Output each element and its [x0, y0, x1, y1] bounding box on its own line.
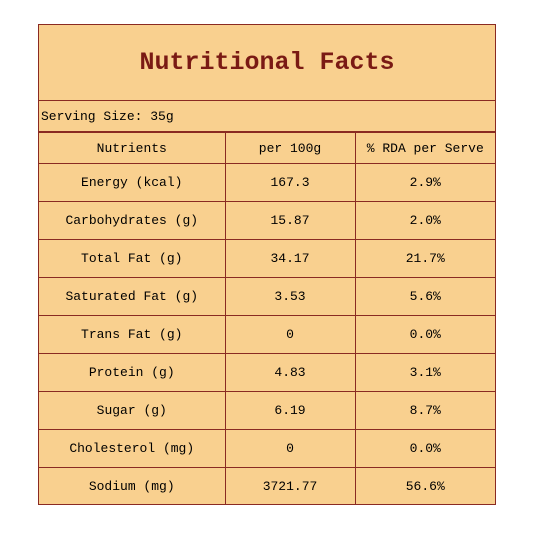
- data-row: Sugar (g) 6.19 8.7%: [39, 391, 495, 430]
- cell: 21.7%: [354, 239, 495, 278]
- cell: Cholesterol (mg): [39, 429, 226, 468]
- header-row: Nutrients per 100g% RDA per Serve: [39, 132, 495, 164]
- cell: 0.0%: [354, 315, 495, 354]
- data-row: Cholesterol (mg) 0 0.0%: [39, 429, 495, 468]
- cell: 3721.77: [224, 467, 356, 505]
- cell: Sodium (mg): [39, 467, 226, 505]
- data-row: Carbohydrates (g) 15.87 2.0%: [39, 201, 495, 240]
- cell: 2.9%: [354, 163, 495, 202]
- cell: 3.53: [224, 277, 356, 316]
- data-row: Energy (kcal) 167.3 2.9%: [39, 163, 495, 202]
- cell: 0: [224, 315, 356, 354]
- cell: % RDA per Serve: [354, 132, 495, 164]
- cell: 34.17: [224, 239, 356, 278]
- cell: Total Fat (g): [39, 239, 226, 278]
- title: Nutritional Facts: [39, 25, 495, 101]
- data-row: Trans Fat (g) 0 0.0%: [39, 315, 495, 354]
- data-row: Protein (g) 4.83 3.1%: [39, 353, 495, 392]
- cell: 8.7%: [354, 391, 495, 430]
- cell: Saturated Fat (g): [39, 277, 226, 316]
- cell: 167.3: [224, 163, 356, 202]
- cell: 4.83: [224, 353, 356, 392]
- cell: per 100g: [224, 132, 356, 164]
- cell: 56.6%: [354, 467, 495, 505]
- cell: Energy (kcal): [39, 163, 226, 202]
- cell: Sugar (g): [39, 391, 226, 430]
- nutrition-panel: Nutritional Facts Serving Size: 35g Nutr…: [38, 24, 496, 505]
- cell: 15.87: [224, 201, 356, 240]
- data-row: Total Fat (g) 34.17 21.7%: [39, 239, 495, 278]
- nutrition-table: Nutrients per 100g% RDA per Serve Energy (…: [39, 132, 495, 505]
- data-row: Sodium (mg) 3721.77 56.6%: [39, 467, 495, 505]
- data-row: Saturated Fat (g) 3.53 5.6%: [39, 277, 495, 316]
- cell: Protein (g): [39, 353, 226, 392]
- table-body: Nutrients per 100g% RDA per Serve Energy (…: [39, 132, 495, 505]
- cell: 0.0%: [354, 429, 495, 468]
- cell: Nutrients: [39, 132, 226, 164]
- cell: Trans Fat (g): [39, 315, 226, 354]
- cell: 0: [224, 429, 356, 468]
- serving-size: Serving Size: 35g: [39, 101, 495, 132]
- cell: 2.0%: [354, 201, 495, 240]
- cell: 3.1%: [354, 353, 495, 392]
- cell: 6.19: [224, 391, 356, 430]
- cell: Carbohydrates (g): [39, 201, 226, 240]
- cell: 5.6%: [354, 277, 495, 316]
